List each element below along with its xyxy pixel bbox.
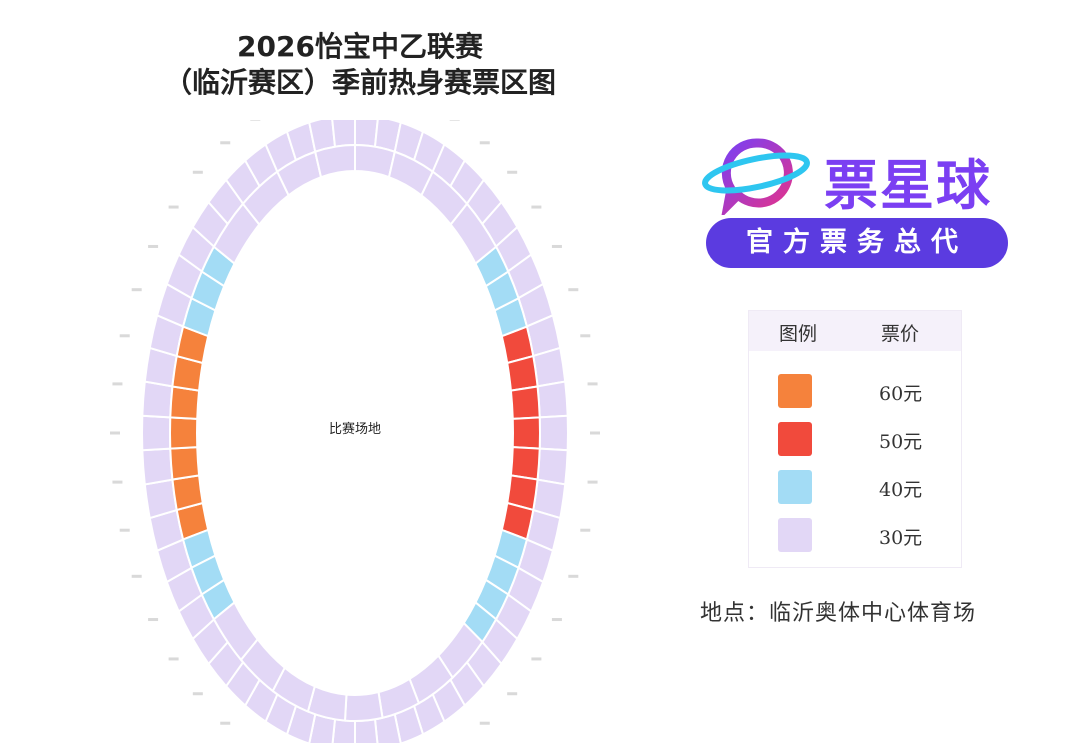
outer-section-marker — [531, 205, 542, 209]
seat-section[interactable] — [532, 346, 567, 388]
outer-section-marker — [250, 120, 261, 121]
seat-section[interactable] — [509, 446, 541, 481]
seat-section[interactable] — [449, 202, 498, 266]
outer-section-marker — [531, 657, 542, 661]
seat-section[interactable] — [343, 690, 384, 722]
seat-section[interactable] — [509, 385, 541, 420]
venue-location: 地点：临沂奥体中心体育场 — [700, 601, 977, 626]
seat-section[interactable] — [314, 143, 356, 179]
seat-section[interactable] — [181, 528, 217, 570]
outer-section-marker — [507, 692, 518, 696]
outer-section-marker — [507, 170, 518, 174]
brand-name: 票星球 — [824, 154, 992, 217]
planet-chat-icon — [702, 138, 810, 219]
price-legend: 图例 票价 60元 50元 40元 30元 — [748, 310, 962, 568]
legend-row: 60元 — [749, 371, 961, 411]
outer-section-marker — [590, 431, 600, 435]
outer-section-marker — [119, 528, 130, 532]
legend-price: 40元 — [879, 479, 923, 501]
seat-section[interactable] — [506, 354, 539, 392]
outer-section-marker — [580, 334, 591, 338]
outer-section-marker — [168, 205, 179, 209]
outer-section-marker — [551, 618, 562, 622]
seat-section[interactable] — [536, 447, 569, 486]
outer-section-marker — [568, 574, 579, 578]
outer-section-marker — [148, 244, 159, 248]
seat-section[interactable] — [140, 414, 172, 452]
seat-section[interactable] — [141, 380, 174, 419]
legend-header: 图例 票价 — [749, 311, 961, 351]
seat-section[interactable] — [143, 478, 178, 520]
outer-section-marker — [220, 721, 231, 725]
outer-section-marker — [551, 244, 562, 248]
outer-section-marker — [568, 288, 579, 292]
legend-swatch — [778, 470, 812, 504]
legend-price: 30元 — [879, 527, 923, 549]
seat-section[interactable] — [141, 447, 174, 486]
legend-swatch — [778, 374, 812, 408]
outer-section-marker — [192, 692, 203, 696]
outer-section-marker — [580, 528, 591, 532]
seat-section[interactable] — [212, 600, 259, 662]
outer-section-marker — [112, 382, 123, 386]
legend-header-price: 票价 — [881, 323, 920, 345]
brand-logo: 票星球 — [700, 135, 1020, 219]
seat-section[interactable] — [169, 446, 201, 481]
outer-section-marker — [112, 480, 123, 484]
seat-section[interactable] — [169, 416, 199, 450]
legend-header-icon: 图例 — [779, 323, 818, 345]
outer-section-marker — [449, 120, 460, 121]
seat-section[interactable] — [171, 474, 204, 512]
seat-section[interactable] — [536, 380, 569, 419]
seat-section[interactable] — [200, 578, 236, 621]
seat-section[interactable] — [538, 414, 570, 452]
outer-section-marker — [148, 618, 159, 622]
outer-section-marker — [479, 721, 490, 725]
outer-section-marker — [131, 574, 142, 578]
brand-badge: 官方票务总代 — [706, 218, 1008, 268]
outer-section-marker — [110, 431, 120, 435]
field-label: 比赛场地 — [329, 421, 381, 437]
legend-price: 50元 — [879, 431, 923, 453]
legend-row: 40元 — [749, 467, 961, 507]
outer-section-marker — [131, 288, 142, 292]
legend-swatch — [778, 422, 812, 456]
seat-section[interactable] — [354, 718, 379, 743]
seat-section[interactable] — [331, 120, 356, 148]
outer-section-marker — [192, 170, 203, 174]
page-title-line1: 2026怡宝中乙联赛 — [237, 30, 483, 63]
legend-row: 30元 — [749, 515, 961, 555]
outer-section-marker — [587, 382, 598, 386]
seat-section[interactable] — [493, 296, 529, 338]
stadium-seating-map: 比赛场地 — [110, 120, 600, 743]
legend-price: 60元 — [879, 383, 923, 405]
seat-section[interactable] — [474, 245, 510, 288]
seat-section[interactable] — [354, 143, 396, 179]
outer-section-marker — [168, 657, 179, 661]
seat-section[interactable] — [511, 416, 541, 450]
legend-swatch — [778, 518, 812, 552]
page-title-line2: （临沂赛区）季前热身赛票区图 — [163, 66, 556, 99]
outer-section-marker — [587, 480, 598, 484]
legend-row: 50元 — [749, 419, 961, 459]
seat-section[interactable] — [169, 385, 201, 420]
outer-section-marker — [119, 334, 130, 338]
outer-section-marker — [479, 141, 490, 145]
outer-section-marker — [220, 141, 231, 145]
